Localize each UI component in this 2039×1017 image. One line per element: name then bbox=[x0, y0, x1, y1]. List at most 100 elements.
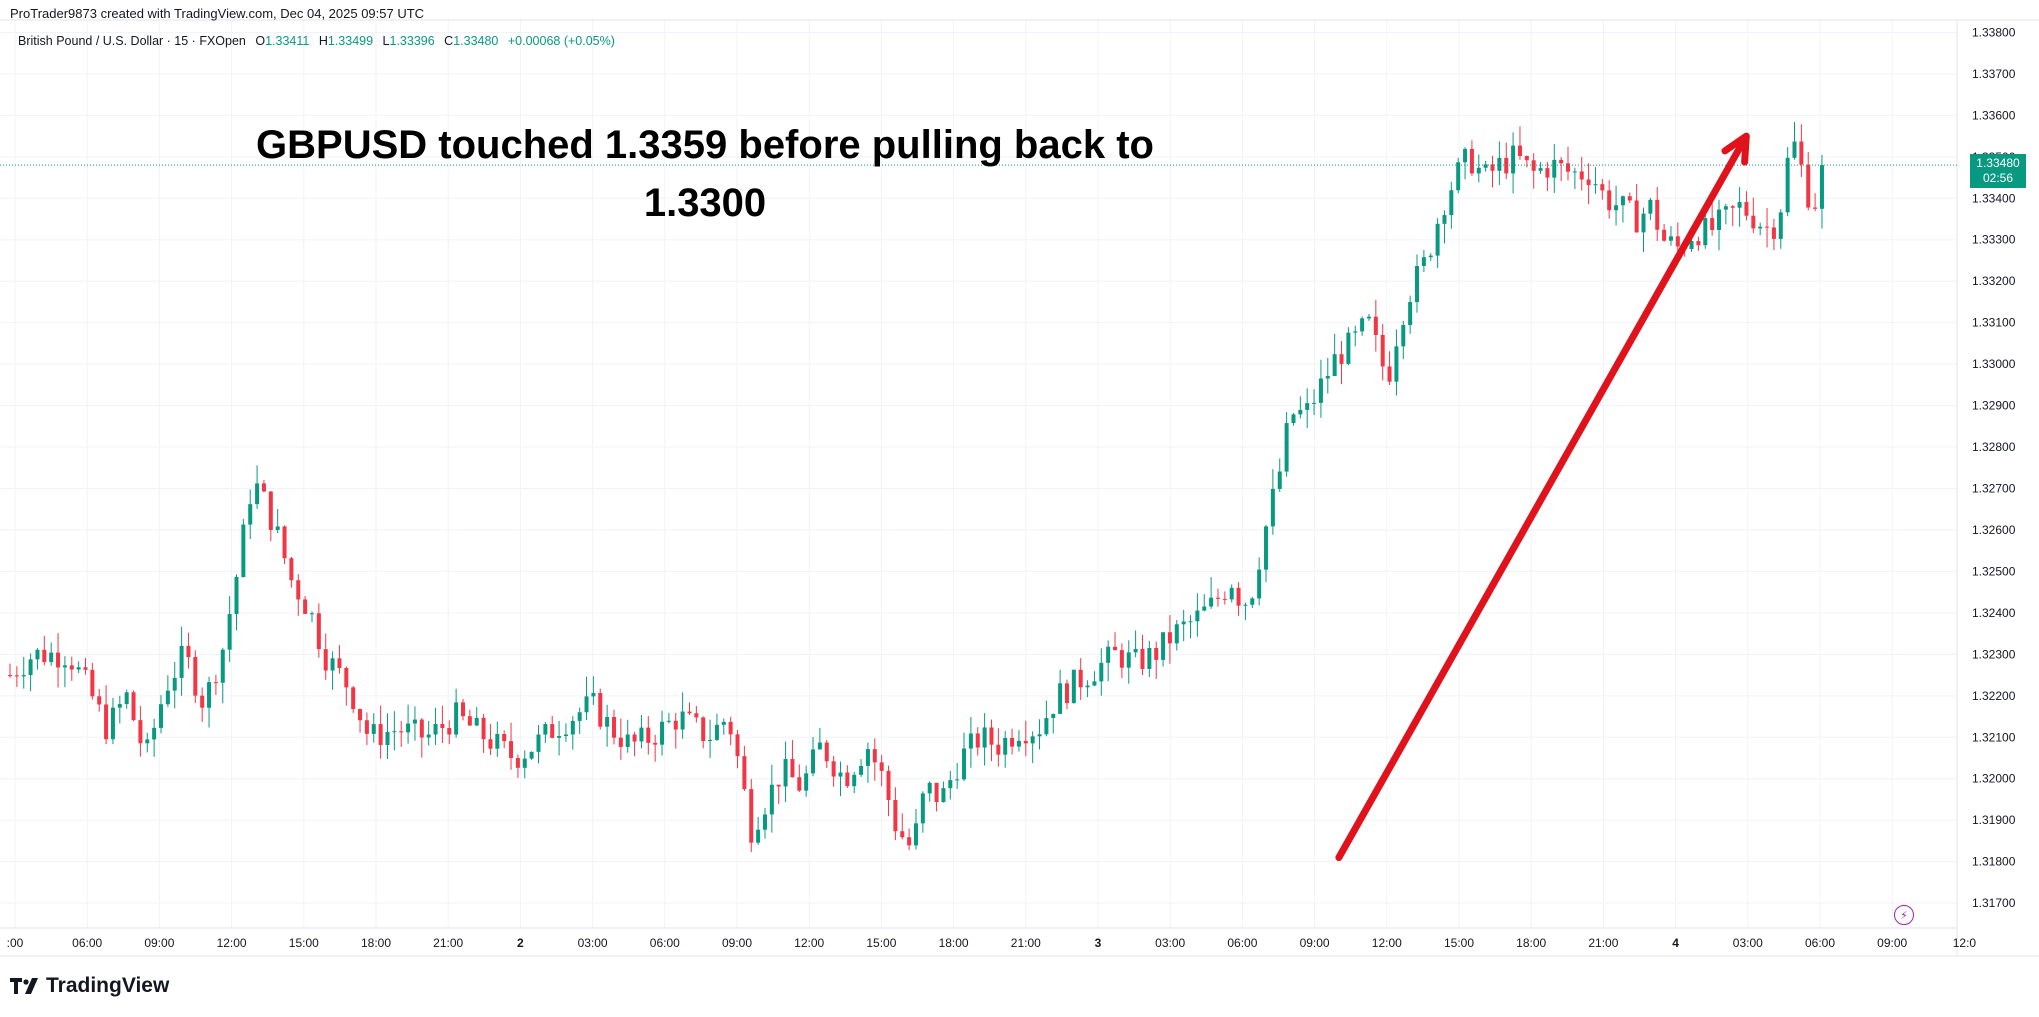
candle-body bbox=[303, 599, 308, 614]
candle-body bbox=[1360, 318, 1365, 332]
annotation-arrow bbox=[1335, 132, 1750, 862]
annotation-text-line-2: 1.3300 bbox=[644, 181, 766, 225]
candle-body bbox=[268, 491, 273, 530]
candle-body bbox=[1476, 167, 1481, 174]
candle-body bbox=[261, 483, 266, 492]
candle-body bbox=[865, 749, 870, 766]
candle-body bbox=[248, 504, 253, 525]
candle-body bbox=[364, 720, 369, 734]
x-tick-label: 12:0 bbox=[1953, 936, 1977, 950]
candle-body bbox=[179, 645, 184, 678]
candle-body bbox=[1085, 685, 1090, 688]
candle-body bbox=[769, 784, 774, 815]
candle-body bbox=[625, 734, 630, 747]
candle-body bbox=[1552, 159, 1557, 178]
candle-body bbox=[584, 696, 589, 713]
candle-body bbox=[804, 773, 809, 791]
candle-body bbox=[1483, 164, 1488, 168]
x-tick-label: 18:00 bbox=[361, 936, 391, 950]
candle-body bbox=[1415, 266, 1420, 303]
tradingview-brand[interactable]: TradingView bbox=[10, 974, 169, 998]
candle-body bbox=[1730, 206, 1735, 208]
candle-body bbox=[1648, 199, 1653, 214]
candle-body bbox=[358, 709, 363, 721]
x-tick-label: 06:00 bbox=[1805, 936, 1835, 950]
candle-body bbox=[1243, 604, 1248, 606]
candle-body bbox=[1421, 257, 1426, 267]
symbol-legend[interactable]: British Pound / U.S. Dollar · 15 · FXOpe… bbox=[18, 34, 615, 48]
candle-body bbox=[502, 734, 507, 742]
candle-body bbox=[907, 837, 912, 846]
candle-body bbox=[1318, 378, 1323, 403]
candle-body bbox=[913, 823, 918, 846]
candle-body bbox=[1126, 652, 1131, 668]
candle-body bbox=[1435, 223, 1440, 256]
candle-body bbox=[1325, 375, 1330, 379]
candle-body bbox=[1723, 206, 1728, 210]
high-label: H bbox=[318, 34, 328, 48]
candle-body bbox=[378, 724, 383, 745]
candle-body bbox=[900, 831, 905, 838]
candle-body bbox=[474, 717, 479, 726]
x-tick-label: 06:00 bbox=[72, 936, 102, 950]
candle-body bbox=[536, 734, 541, 752]
candle-body bbox=[131, 692, 136, 721]
candle-body bbox=[1373, 316, 1378, 335]
candle-body bbox=[1819, 165, 1824, 209]
candle-body bbox=[1298, 409, 1303, 415]
candle-body bbox=[1332, 354, 1337, 376]
x-tick-label: 12:00 bbox=[217, 936, 247, 950]
candle-body bbox=[399, 731, 404, 733]
x-tick-label: 21:00 bbox=[433, 936, 463, 950]
candle-body bbox=[859, 765, 864, 775]
candle-body bbox=[1620, 196, 1625, 206]
candle-body bbox=[550, 724, 555, 738]
y-tick-label: 1.33300 bbox=[1972, 233, 2016, 247]
candle-body bbox=[385, 732, 390, 745]
candle-body bbox=[1607, 190, 1612, 211]
candle-body bbox=[1346, 332, 1351, 364]
candle-body bbox=[1428, 255, 1433, 258]
candle-body bbox=[35, 649, 40, 660]
candle-body bbox=[1710, 218, 1715, 230]
lightning-bolt-icon[interactable]: ⚡ bbox=[1894, 905, 1914, 925]
candle-body bbox=[323, 649, 328, 671]
candle-body bbox=[227, 614, 232, 650]
time-axis[interactable]: :00 06:00 09:00 12:00 15:00 18:00 21:00 2 03:00 0… bbox=[7, 936, 1977, 950]
x-tick-label: 3 bbox=[1095, 936, 1102, 950]
candle-body bbox=[831, 761, 836, 777]
candle-body bbox=[1675, 236, 1680, 247]
candle-body bbox=[1627, 196, 1632, 201]
candle-body bbox=[1037, 734, 1042, 737]
price-axis: 1.31700 1.31800 1.31900 1.32000 1.32100 1.322… bbox=[1972, 25, 2016, 910]
candle-body bbox=[1765, 226, 1770, 228]
candle-body bbox=[316, 613, 321, 650]
x-tick-label: 2 bbox=[517, 936, 524, 950]
candle-body bbox=[879, 762, 884, 771]
y-tick-label: 1.32700 bbox=[1972, 482, 2016, 496]
low-value: 1.33396 bbox=[389, 34, 435, 48]
candle-body bbox=[742, 756, 747, 790]
candle-body bbox=[1209, 597, 1214, 607]
candle-body bbox=[563, 734, 568, 737]
candle-body bbox=[1174, 624, 1179, 644]
candle-body bbox=[193, 657, 198, 696]
y-tick-label: 1.33800 bbox=[1972, 25, 2016, 39]
candle-body bbox=[1016, 740, 1021, 747]
candle-body bbox=[440, 723, 445, 729]
candle-body bbox=[1813, 207, 1818, 209]
chart-grid bbox=[0, 20, 1965, 928]
y-tick-label: 1.32000 bbox=[1972, 772, 2016, 786]
symbol-name[interactable]: British Pound / U.S. Dollar · 15 · FXOpe… bbox=[18, 34, 246, 48]
candle-body bbox=[824, 742, 829, 762]
candle-body bbox=[1586, 179, 1591, 186]
candle-body bbox=[83, 667, 88, 670]
y-tick-label: 1.32400 bbox=[1972, 606, 2016, 620]
candle-body bbox=[1051, 713, 1056, 718]
candle-body bbox=[1353, 331, 1358, 333]
candle-body bbox=[460, 702, 465, 717]
candle-body bbox=[337, 658, 342, 669]
candle-body bbox=[1696, 241, 1701, 246]
candle-body bbox=[934, 782, 939, 803]
